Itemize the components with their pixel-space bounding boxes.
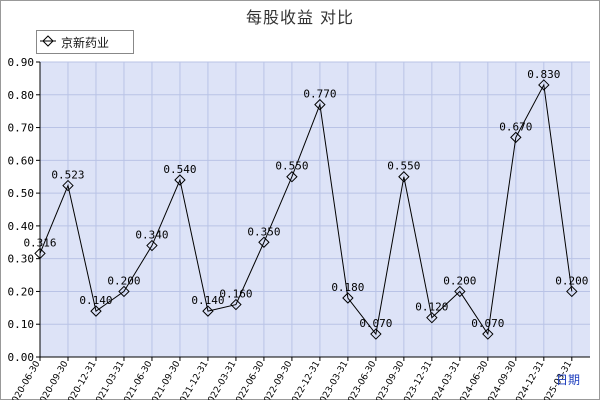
y-tick-label: 0.90: [8, 56, 35, 69]
data-label: 0.070: [359, 317, 392, 330]
data-point: [426, 311, 438, 324]
y-tick-labels: 0.00 0.10 0.20 0.30 0.40 0.50 0.60 0.70 0.80 0.90: [8, 56, 40, 364]
data-point: [314, 98, 326, 111]
series-line: [39, 83, 573, 336]
data-labels: 0.3160.5230.1400.2000.3400.5400.1400.160…: [23, 68, 588, 330]
data-point: [258, 236, 270, 248]
data-point: [118, 285, 130, 298]
data-point: [62, 179, 74, 192]
data-point: [90, 305, 102, 317]
y-tick-label: 0.80: [8, 89, 35, 102]
series-markers: [34, 79, 578, 340]
x-axis-date-link[interactable]: 日期: [556, 373, 580, 387]
data-label: 0.540: [163, 163, 196, 176]
data-label: 0.140: [79, 294, 112, 307]
data-point: [286, 171, 298, 183]
data-label: 0.070: [471, 317, 504, 330]
y-tick-label: 0.30: [8, 253, 35, 266]
data-point: [510, 131, 522, 144]
y-tick-label: 0.70: [8, 122, 35, 135]
data-label: 0.316: [23, 236, 56, 249]
y-tick-label: 0.10: [8, 318, 35, 331]
data-label: 0.770: [303, 88, 336, 101]
data-point: [146, 239, 158, 252]
data-point: [538, 79, 550, 91]
data-label: 0.160: [219, 288, 252, 301]
data-label: 0.830: [527, 68, 560, 81]
x-tick-label: 2020-06-30: [8, 359, 43, 400]
series-polyline: [39, 83, 573, 336]
grid-lines: [39, 61, 590, 358]
data-label: 0.200: [555, 274, 588, 287]
chart-title: 每股收益 对比: [245, 8, 355, 27]
data-point: [398, 171, 410, 183]
legend: 京新药业: [36, 30, 134, 54]
data-label: 0.140: [191, 294, 224, 307]
data-point: [566, 285, 578, 298]
diamond-marker-icon: [40, 35, 56, 47]
data-label: 0.340: [135, 229, 168, 242]
axes: [39, 62, 590, 358]
data-point: [34, 247, 46, 260]
data-label: 0.550: [387, 160, 420, 173]
x-tick-labels: 2020-06-302020-09-302020-12-312021-03-31…: [8, 357, 574, 400]
data-label: 0.670: [499, 120, 532, 133]
data-label: 0.200: [107, 274, 140, 287]
legend-label: 京新药业: [61, 36, 110, 50]
y-tick-label: 0.40: [8, 220, 35, 233]
data-point: [230, 298, 242, 311]
data-label: 0.350: [247, 225, 280, 238]
data-point: [482, 328, 494, 340]
data-point: [174, 174, 186, 186]
y-tick-label: 0.20: [8, 285, 35, 298]
data-label: 0.550: [275, 160, 308, 173]
data-label: 0.120: [415, 301, 448, 314]
data-point: [454, 285, 466, 298]
data-label: 0.523: [51, 169, 84, 182]
y-tick-label: 0.00: [8, 351, 35, 364]
data-label: 0.200: [443, 274, 476, 287]
plot-area: [40, 62, 590, 357]
y-tick-label: 0.50: [8, 187, 35, 200]
data-point: [342, 292, 354, 304]
y-tick-label: 0.60: [8, 154, 35, 167]
data-point: [202, 305, 214, 317]
data-point: [370, 328, 382, 340]
data-label: 0.180: [331, 281, 364, 294]
